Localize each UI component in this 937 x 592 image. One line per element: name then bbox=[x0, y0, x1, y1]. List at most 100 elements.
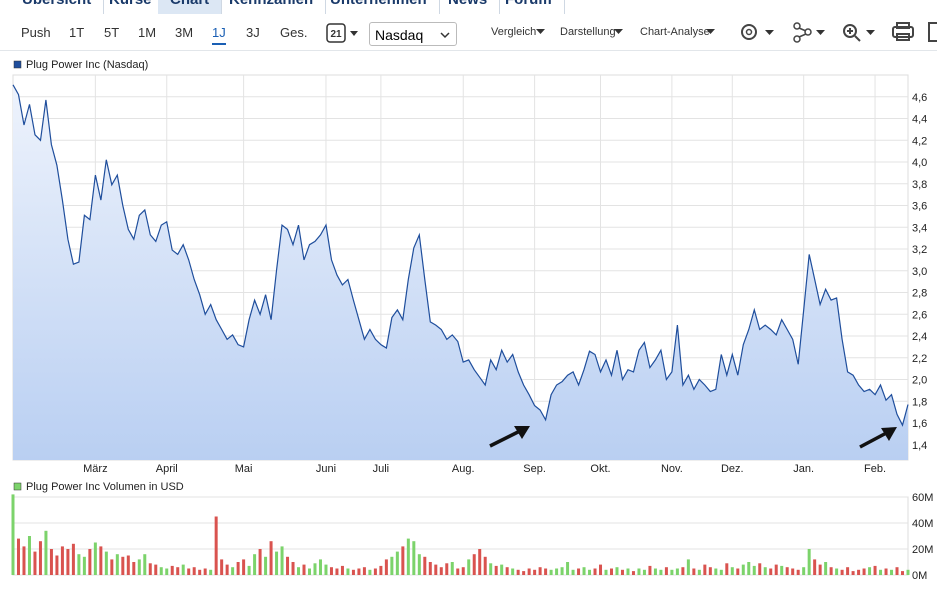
print-icon[interactable] bbox=[892, 22, 914, 41]
period[interactable]: Ges. bbox=[280, 25, 308, 40]
volume-bar bbox=[423, 556, 427, 575]
volume-bar bbox=[55, 555, 59, 575]
tab[interactable]: Unternehmen bbox=[318, 0, 440, 14]
menu[interactable]: Darstellung bbox=[560, 26, 616, 38]
settings-icon[interactable] bbox=[741, 24, 757, 40]
caret bbox=[440, 32, 450, 39]
exchange-select[interactable]: Nasdaq bbox=[369, 22, 457, 46]
volume-bar bbox=[747, 562, 751, 575]
y-tick-label: 3,4 bbox=[912, 222, 927, 234]
x-tick-label: Nov. bbox=[661, 463, 683, 475]
volume-bar bbox=[769, 568, 773, 575]
volume-bar bbox=[813, 559, 817, 575]
legend-label: Plug Power Inc Volumen in USD bbox=[26, 481, 184, 493]
y-tick-label: 0M bbox=[912, 570, 927, 582]
y-tick-label: 3,8 bbox=[912, 179, 927, 191]
period[interactable]: 1J bbox=[212, 25, 226, 45]
volume-bar bbox=[66, 549, 70, 575]
x-tick-label: Juli bbox=[373, 463, 390, 475]
volume-bar bbox=[571, 569, 575, 575]
volume-bar bbox=[780, 565, 784, 575]
volume-bar bbox=[648, 565, 652, 575]
legend-swatch bbox=[13, 482, 22, 491]
tab[interactable]: News bbox=[436, 0, 501, 14]
volume-bar bbox=[99, 546, 103, 575]
volume-bar bbox=[807, 549, 811, 575]
volume-bar bbox=[549, 569, 553, 575]
volume-bar bbox=[351, 569, 355, 575]
volume-bar bbox=[862, 568, 866, 575]
x-tick-label: Aug. bbox=[452, 463, 475, 475]
volume-bar bbox=[857, 569, 861, 575]
volume-bar bbox=[412, 541, 416, 575]
volume-bar bbox=[500, 564, 504, 575]
period[interactable]: 1T bbox=[69, 25, 85, 40]
volume-bar bbox=[599, 564, 603, 575]
volume-bar bbox=[593, 568, 597, 575]
period[interactable]: 3J bbox=[246, 25, 260, 40]
volume-bar bbox=[181, 564, 185, 575]
volume-bar bbox=[906, 569, 910, 575]
volume-bar bbox=[791, 568, 795, 575]
volume-bar bbox=[428, 562, 432, 575]
caret bbox=[350, 31, 358, 36]
tab-bar: Übersicht Kurse Chart Kennzahlen Unterne… bbox=[0, 0, 565, 14]
tab[interactable]: Chart bbox=[158, 0, 223, 14]
volume-bar bbox=[566, 562, 570, 575]
caret bbox=[765, 30, 774, 35]
area-fill bbox=[13, 84, 908, 461]
period[interactable]: 1M bbox=[138, 25, 157, 40]
volume-bar bbox=[187, 568, 191, 575]
volume-bar bbox=[730, 567, 734, 575]
volume-bar bbox=[846, 567, 850, 575]
x-tick-label: Jan. bbox=[793, 463, 814, 475]
volume-bar bbox=[286, 556, 290, 575]
x-tick-label: Okt. bbox=[590, 463, 610, 475]
volume-bar bbox=[329, 567, 333, 575]
volume-bar bbox=[895, 567, 899, 575]
volume-bar bbox=[873, 565, 877, 575]
tab[interactable]: Kennzahlen bbox=[217, 0, 327, 14]
tab[interactable]: Übersicht bbox=[10, 0, 105, 14]
volume-bar bbox=[297, 567, 301, 575]
volume-bar bbox=[77, 554, 81, 575]
x-tick-label: Feb. bbox=[864, 463, 886, 475]
tab[interactable]: Forum bbox=[493, 0, 565, 14]
volume-bar bbox=[192, 567, 196, 575]
volume-bar bbox=[176, 567, 180, 575]
period[interactable]: 3M bbox=[175, 25, 194, 40]
menu[interactable]: Chart-Analyse bbox=[640, 26, 710, 38]
volume-bar bbox=[505, 567, 509, 575]
volume-bar bbox=[489, 563, 493, 575]
zoom-icon[interactable] bbox=[843, 24, 861, 42]
volume-bar bbox=[373, 568, 377, 575]
volume-bar bbox=[417, 554, 421, 575]
y-tick-label: 20M bbox=[912, 544, 933, 556]
volume-bar bbox=[198, 569, 202, 575]
volume-bar bbox=[615, 567, 619, 575]
volume-bar bbox=[220, 559, 224, 575]
volume-bar bbox=[752, 565, 756, 575]
volume-bar bbox=[533, 569, 537, 575]
export-icon[interactable] bbox=[928, 22, 937, 42]
volume-bar bbox=[686, 559, 690, 575]
volume-bar bbox=[302, 564, 306, 575]
volume-bar bbox=[631, 571, 635, 575]
y-tick-label: 40M bbox=[912, 518, 933, 530]
period[interactable]: 5T bbox=[104, 25, 120, 40]
volume-bar bbox=[11, 494, 15, 575]
x-tick-label: Mai bbox=[235, 463, 253, 475]
calendar-button[interactable]: 21 bbox=[324, 20, 364, 46]
volume-bar bbox=[225, 564, 229, 575]
arrow bbox=[489, 426, 530, 448]
volume-bar bbox=[384, 559, 388, 575]
share-icon[interactable] bbox=[793, 22, 812, 43]
volume-bar bbox=[242, 559, 246, 575]
volume-bar bbox=[335, 568, 339, 575]
y-tick-label: 3,0 bbox=[912, 266, 927, 278]
menu[interactable]: Vergleich bbox=[491, 26, 537, 38]
volume-bar bbox=[154, 564, 158, 575]
period[interactable]: Push bbox=[21, 25, 51, 40]
volume-bar bbox=[544, 568, 548, 575]
